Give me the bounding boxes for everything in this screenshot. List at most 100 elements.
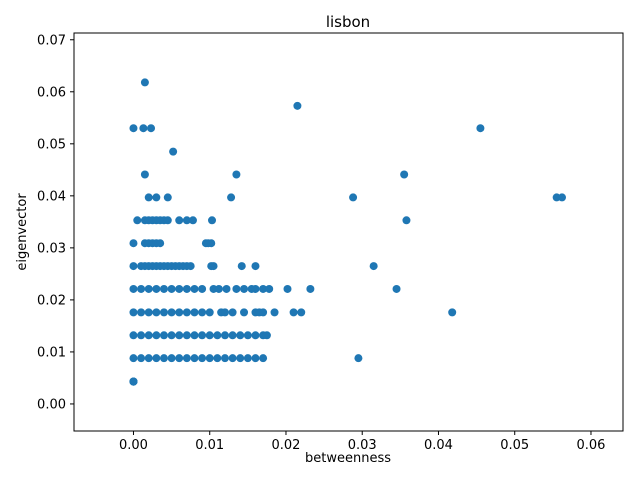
data-point <box>232 170 241 179</box>
data-point <box>213 331 222 340</box>
data-point <box>259 354 268 363</box>
data-point <box>236 354 245 363</box>
data-point <box>129 331 138 340</box>
data-point <box>205 331 214 340</box>
data-point <box>190 308 199 317</box>
y-axis-ticks: 0.00 0.01 0.02 0.03 0.04 0.05 0.06 0.07 <box>37 33 74 412</box>
data-point <box>251 354 260 363</box>
data-point <box>240 308 249 317</box>
data-point <box>228 331 237 340</box>
data-point <box>159 308 168 317</box>
data-point <box>129 308 138 317</box>
data-point <box>228 354 237 363</box>
data-point <box>152 354 161 363</box>
y-tick-label: 0.07 <box>37 33 66 48</box>
data-point <box>167 331 176 340</box>
data-point <box>182 354 191 363</box>
data-point <box>220 308 229 317</box>
data-point <box>144 354 153 363</box>
data-point <box>297 308 306 317</box>
data-point <box>220 354 229 363</box>
data-point <box>227 193 236 202</box>
data-point <box>137 331 146 340</box>
data-point <box>208 216 217 225</box>
data-point <box>283 284 292 293</box>
data-point <box>214 284 223 293</box>
data-point <box>140 78 149 87</box>
data-point <box>129 239 138 248</box>
data-point <box>159 331 168 340</box>
x-tick-label: 0.03 <box>348 438 377 453</box>
data-point <box>175 331 184 340</box>
x-tick-label: 0.05 <box>500 438 529 453</box>
data-point <box>169 147 178 156</box>
data-point <box>182 331 191 340</box>
x-tick-label: 0.01 <box>195 438 224 453</box>
y-tick-label: 0.05 <box>37 137 66 152</box>
data-point <box>349 193 358 202</box>
data-point <box>156 239 165 248</box>
data-point <box>190 331 199 340</box>
chart-title: lisbon <box>326 13 370 31</box>
data-point <box>209 262 218 271</box>
data-point <box>140 170 149 179</box>
data-point <box>448 308 457 317</box>
data-point <box>129 377 138 386</box>
data-point <box>129 262 138 271</box>
data-point <box>222 284 231 293</box>
data-point <box>167 308 176 317</box>
data-point <box>175 284 184 293</box>
data-point <box>182 284 191 293</box>
data-point <box>129 124 138 133</box>
data-point <box>182 216 191 225</box>
data-point <box>259 308 268 317</box>
data-point <box>144 284 153 293</box>
y-tick-label: 0.04 <box>37 189 66 204</box>
data-point <box>137 308 146 317</box>
data-point <box>190 354 199 363</box>
data-point <box>144 308 153 317</box>
data-point <box>137 354 146 363</box>
data-point <box>198 354 207 363</box>
data-point <box>402 216 411 225</box>
data-point <box>205 354 214 363</box>
data-point <box>163 193 172 202</box>
data-point <box>207 239 216 248</box>
data-point <box>167 284 176 293</box>
data-point <box>188 216 197 225</box>
data-point <box>213 354 222 363</box>
data-point <box>237 262 246 271</box>
data-point <box>198 284 207 293</box>
data-point <box>144 193 153 202</box>
x-tick-label: 0.00 <box>119 438 148 453</box>
y-axis-label: eigenvector <box>15 193 30 271</box>
data-point <box>198 331 207 340</box>
data-point <box>129 284 138 293</box>
x-tick-label: 0.02 <box>271 438 300 453</box>
data-point <box>558 193 566 202</box>
data-point <box>175 216 184 225</box>
data-point <box>190 284 199 293</box>
data-point <box>243 331 252 340</box>
data-point <box>152 308 161 317</box>
data-point <box>259 284 268 293</box>
data-point <box>144 331 153 340</box>
data-point <box>175 354 184 363</box>
data-point <box>175 308 184 317</box>
data-point <box>228 308 237 317</box>
data-point <box>220 331 229 340</box>
x-axis-ticks: 0.00 0.01 0.02 0.03 0.04 0.05 0.06 <box>119 431 605 453</box>
data-point <box>289 308 298 317</box>
data-point <box>270 308 279 317</box>
data-points <box>129 78 566 386</box>
data-point <box>306 284 315 293</box>
data-point <box>251 262 260 271</box>
x-axis-label: betweenness <box>305 451 391 466</box>
data-point <box>152 331 161 340</box>
data-point <box>354 354 363 363</box>
data-point <box>137 284 146 293</box>
data-point <box>159 284 168 293</box>
y-tick-label: 0.03 <box>37 241 66 256</box>
